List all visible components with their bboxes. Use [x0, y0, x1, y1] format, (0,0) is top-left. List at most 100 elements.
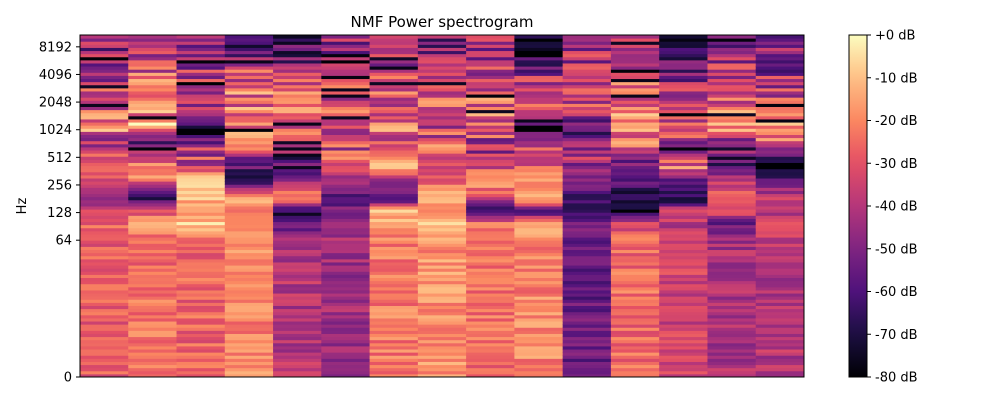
heatmap-cell: [176, 66, 226, 70]
heatmap-cell: [321, 50, 371, 55]
heatmap-cell: [80, 109, 129, 114]
heatmap-cell: [273, 274, 322, 279]
heatmap-cell: [128, 190, 178, 195]
heatmap-cell: [514, 321, 564, 325]
heatmap-cell: [80, 38, 129, 42]
heatmap-cell: [128, 212, 178, 216]
heatmap-cell: [224, 143, 274, 148]
heatmap-cell: [224, 162, 274, 167]
heatmap-cell: [321, 289, 371, 294]
heatmap-cell: [514, 286, 564, 291]
heatmap-cell: [707, 97, 757, 101]
heatmap-cell: [417, 50, 467, 55]
heatmap-cell: [321, 237, 371, 241]
heatmap-cell: [80, 249, 129, 254]
heatmap-cell: [128, 314, 178, 319]
heatmap-cell: [610, 150, 660, 154]
heatmap-cell: [707, 324, 757, 328]
heatmap-cell: [273, 75, 322, 80]
heatmap-cell: [562, 255, 612, 260]
heatmap-cell: [562, 150, 612, 154]
heatmap-cell: [369, 190, 419, 195]
heatmap-cell: [562, 314, 612, 319]
heatmap-cell: [466, 75, 515, 80]
heatmap-cell: [80, 352, 129, 356]
heatmap-cell: [514, 181, 564, 185]
heatmap-cell: [659, 330, 708, 334]
heatmap-cell: [128, 286, 178, 291]
heatmap-cell: [707, 143, 757, 148]
heatmap-cell: [128, 215, 178, 219]
heatmap-cell: [755, 206, 805, 210]
heatmap-cell: [466, 258, 515, 263]
heatmap-cell: [128, 168, 178, 173]
heatmap-cell: [466, 50, 515, 55]
heatmap-cell: [80, 69, 129, 73]
heatmap-cell: [273, 190, 322, 195]
heatmap-cell: [80, 246, 129, 251]
heatmap-cell: [466, 66, 515, 70]
heatmap-cell: [128, 122, 178, 126]
heatmap-cell: [610, 252, 660, 257]
heatmap-cell: [659, 41, 708, 45]
heatmap-cell: [224, 361, 274, 366]
heatmap-cell: [80, 134, 129, 139]
heatmap-cell: [176, 196, 226, 201]
heatmap-cell: [224, 50, 274, 55]
heatmap-cell: [417, 271, 467, 275]
heatmap-cell: [514, 206, 564, 210]
heatmap-cell: [562, 249, 612, 254]
heatmap-cell: [80, 190, 129, 195]
heatmap-cell: [176, 373, 226, 378]
heatmap-cell: [562, 103, 612, 108]
heatmap-cell: [176, 84, 226, 89]
heatmap-cell: [224, 206, 274, 210]
heatmap-cell: [128, 342, 178, 347]
heatmap-cell: [321, 218, 371, 223]
heatmap-cell: [273, 314, 322, 319]
heatmap-cell: [369, 302, 419, 306]
heatmap-cell: [514, 137, 564, 142]
heatmap-cell: [80, 44, 129, 48]
heatmap-cell: [369, 261, 419, 266]
heatmap-cell: [562, 178, 612, 182]
heatmap-cell: [514, 302, 564, 306]
heatmap-cell: [176, 246, 226, 251]
heatmap-cell: [369, 165, 419, 170]
heatmap-cell: [514, 62, 564, 67]
heatmap-cell: [128, 274, 178, 279]
heatmap-cell: [273, 327, 322, 331]
heatmap-cell: [273, 333, 322, 338]
heatmap-cell: [417, 305, 467, 310]
heatmap-cell: [176, 317, 226, 322]
heatmap-cell: [659, 125, 708, 129]
heatmap-cell: [273, 44, 322, 48]
heatmap-cell: [755, 314, 805, 319]
heatmap-cell: [176, 268, 226, 272]
heatmap-cell: [466, 299, 515, 303]
heatmap-cell: [466, 35, 515, 39]
heatmap-cell: [128, 280, 178, 285]
heatmap-cell: [224, 230, 274, 235]
heatmap-cell: [610, 168, 660, 173]
heatmap-cell: [755, 128, 805, 132]
heatmap-cell: [514, 100, 564, 104]
heatmap-cell: [610, 171, 660, 176]
heatmap-cell: [514, 289, 564, 294]
heatmap-cell: [755, 311, 805, 316]
heatmap-cell: [176, 103, 226, 108]
heatmap-cell: [176, 209, 226, 213]
heatmap-cell: [224, 159, 274, 163]
heatmap-cell: [659, 56, 708, 61]
heatmap-cell: [755, 109, 805, 114]
heatmap-cell: [466, 249, 515, 254]
heatmap-cell: [755, 286, 805, 291]
heatmap-cell: [128, 336, 178, 341]
heatmap-cell: [417, 209, 467, 213]
heatmap-cell: [755, 134, 805, 139]
heatmap-cell: [514, 352, 564, 356]
heatmap-cell: [80, 178, 129, 182]
heatmap-cell: [176, 336, 226, 341]
heatmap-cell: [80, 302, 129, 306]
heatmap-cell: [321, 87, 371, 92]
